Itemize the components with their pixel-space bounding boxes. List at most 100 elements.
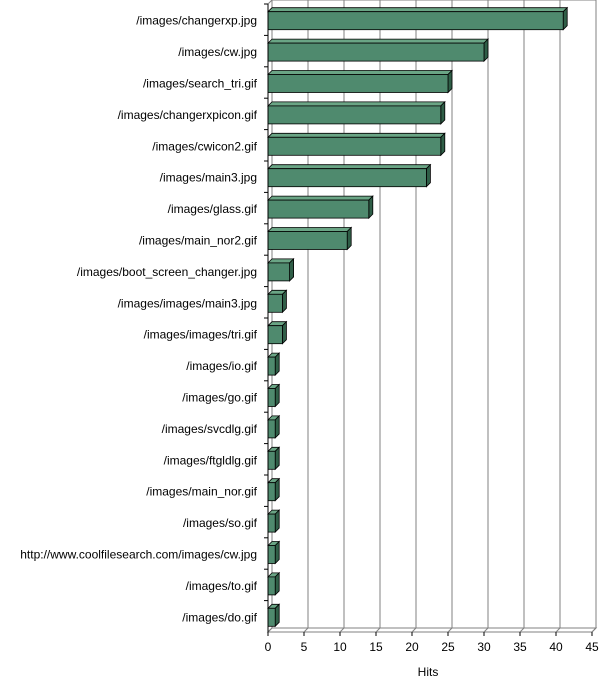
bars bbox=[267, 6, 569, 628]
bar bbox=[267, 414, 281, 439]
bar-end-face bbox=[274, 352, 280, 377]
plot-floor bbox=[266, 627, 598, 633]
category-label: /images/go.gif bbox=[182, 391, 257, 405]
bar bbox=[267, 540, 281, 565]
grid-lines bbox=[266, 0, 598, 634]
bar bbox=[267, 195, 374, 220]
category-label: /images/changerxpicon.gif bbox=[118, 108, 258, 122]
category-label: /images/boot_screen_changer.jpg bbox=[77, 265, 257, 279]
bar-top-face bbox=[267, 101, 446, 107]
x-axis-title: Hits bbox=[418, 665, 439, 679]
bar-end-face bbox=[281, 320, 287, 345]
x-tick-label: 5 bbox=[301, 640, 308, 654]
bar-end-face bbox=[274, 383, 280, 408]
bar bbox=[267, 163, 432, 188]
category-label: /images/images/tri.gif bbox=[144, 328, 258, 342]
bar-front-face bbox=[267, 419, 276, 439]
bar bbox=[267, 383, 281, 408]
bar-front-face bbox=[267, 168, 427, 188]
category-label: /images/main3.jpg bbox=[160, 171, 257, 185]
bar-front-face bbox=[267, 293, 283, 313]
bar bbox=[267, 477, 281, 502]
bar bbox=[267, 571, 281, 596]
gridline-floor bbox=[447, 627, 453, 633]
bar-top-face bbox=[267, 132, 446, 138]
bar bbox=[267, 226, 353, 251]
gridline-floor bbox=[267, 627, 273, 633]
category-labels: /images/changerxp.jpg/images/cw.jpg/imag… bbox=[20, 14, 257, 625]
category-label: /images/changerxp.jpg bbox=[136, 14, 257, 28]
bar-end-face bbox=[447, 69, 453, 94]
bar-front-face bbox=[267, 231, 348, 250]
bar bbox=[267, 509, 281, 534]
category-label: /images/ftgldlg.gif bbox=[164, 453, 258, 467]
bar-top-face bbox=[267, 7, 569, 13]
x-tick-label: 30 bbox=[477, 640, 491, 654]
bar-end-face bbox=[274, 414, 280, 439]
x-tick-label: 45 bbox=[585, 640, 599, 654]
bar-end-face bbox=[274, 477, 280, 502]
bar-end-face bbox=[440, 132, 446, 157]
gridline-floor bbox=[339, 627, 345, 633]
category-label: /images/main_nor.gif bbox=[146, 485, 257, 499]
bar bbox=[267, 446, 281, 471]
gridline-floor bbox=[591, 627, 597, 633]
category-label: /images/glass.gif bbox=[168, 202, 258, 216]
bar-front-face bbox=[267, 74, 449, 93]
category-label: /images/svcdlg.gif bbox=[162, 422, 258, 436]
bar-front-face bbox=[267, 450, 276, 470]
bar-end-face bbox=[274, 540, 280, 565]
bar-front-face bbox=[267, 105, 442, 125]
bar-end-face bbox=[274, 446, 280, 471]
bar-end-face bbox=[368, 195, 374, 220]
gridline-floor bbox=[555, 627, 561, 633]
x-tick-label: 10 bbox=[333, 640, 347, 654]
category-label: /images/search_tri.gif bbox=[143, 77, 258, 91]
bar-front-face bbox=[267, 545, 276, 564]
bar bbox=[267, 257, 295, 282]
gridline-floor bbox=[375, 627, 381, 633]
category-label: /images/so.gif bbox=[183, 516, 258, 530]
category-label: /images/cw.jpg bbox=[178, 45, 257, 59]
x-tick-label: 35 bbox=[513, 640, 527, 654]
bar-end-face bbox=[440, 100, 446, 125]
bar bbox=[267, 38, 489, 63]
bar bbox=[267, 289, 288, 314]
bar-front-face bbox=[267, 388, 276, 407]
category-label: /images/cwicon2.gif bbox=[152, 139, 257, 153]
bar-end-face bbox=[274, 603, 280, 628]
bar-front-face bbox=[267, 11, 564, 31]
bar-front-face bbox=[267, 262, 291, 282]
bar bbox=[267, 603, 281, 628]
category-label: /images/main_nor2.gif bbox=[139, 234, 258, 248]
bar-top-face bbox=[267, 38, 489, 44]
bar-end-face bbox=[274, 571, 280, 596]
bar-top-face bbox=[267, 195, 374, 201]
plot-back-wall bbox=[271, 0, 597, 629]
x-tick-label: 15 bbox=[369, 640, 383, 654]
bar-top-face bbox=[267, 70, 453, 75]
category-label: /images/do.gif bbox=[182, 610, 257, 624]
bar-top-face bbox=[267, 164, 432, 170]
bar-end-face bbox=[425, 163, 431, 188]
bar-front-face bbox=[267, 513, 276, 533]
bar-front-face bbox=[267, 199, 370, 219]
category-label: http://www.coolfilesearch.com/images/cw.… bbox=[20, 548, 257, 562]
plot-side-wall bbox=[267, 0, 273, 634]
x-tick-label: 20 bbox=[405, 640, 419, 654]
bar bbox=[267, 100, 446, 125]
bar-front-face bbox=[267, 42, 485, 62]
bar-front-face bbox=[267, 607, 276, 627]
gridline-floor bbox=[303, 627, 309, 633]
bar-front-face bbox=[267, 482, 276, 502]
bar-front-face bbox=[267, 325, 283, 345]
bar bbox=[267, 320, 288, 345]
bar-end-face bbox=[483, 38, 489, 63]
bar-front-face bbox=[267, 356, 276, 376]
x-axis-ticks: 0 5 10 15 20 25 30 35 40 45 bbox=[264, 3, 599, 654]
bar bbox=[267, 352, 281, 377]
x-tick-label: 25 bbox=[441, 640, 455, 654]
bar-end-face bbox=[281, 289, 287, 314]
x-tick-label: 40 bbox=[549, 640, 563, 654]
